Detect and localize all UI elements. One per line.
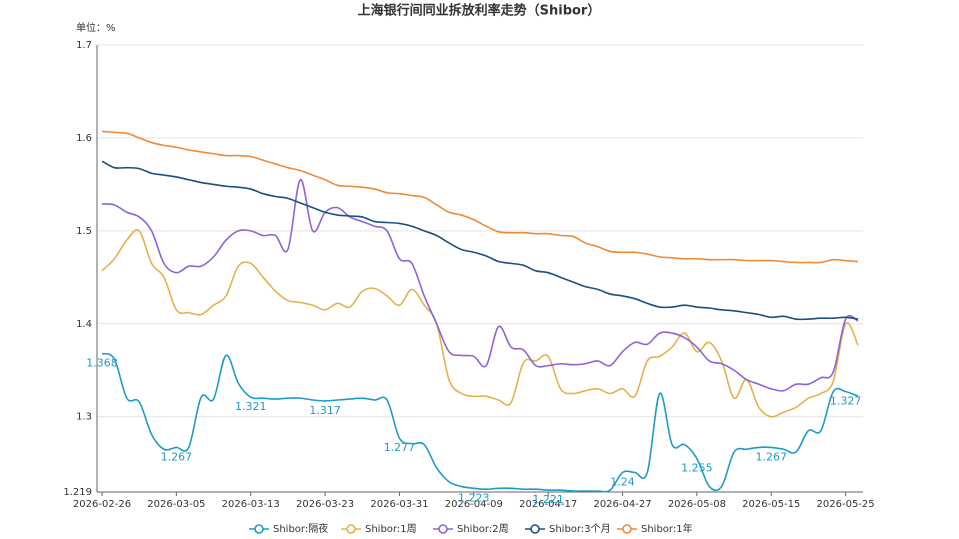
x-tick-label: 2026-04-09 xyxy=(445,499,503,510)
series-line xyxy=(101,352,859,493)
x-tick-label: 2026-03-23 xyxy=(296,499,354,510)
chart-title: 上海银行间同业拆放利率走势（Shibor） xyxy=(358,3,601,19)
y-tick-label: 1.5 xyxy=(76,226,92,237)
y-tick-label: 1.7 xyxy=(76,40,92,51)
value-label: 1.321 xyxy=(235,400,267,413)
y-tick-label: 1.219 xyxy=(63,487,92,498)
legend-swatch xyxy=(622,524,632,534)
legend-label: Shibor:隔夜 xyxy=(273,522,328,535)
value-label: 1.24 xyxy=(610,475,635,488)
y-tick-label: 1.6 xyxy=(76,133,92,144)
legend-swatch xyxy=(530,524,540,534)
x-tick-label: 2026-05-15 xyxy=(742,499,800,510)
legend-label: Shibor:2周 xyxy=(457,523,509,535)
y-tick-label: 1.4 xyxy=(76,319,92,330)
series-line xyxy=(101,130,859,264)
value-label: 1.267 xyxy=(161,450,193,463)
legend-label: Shibor:3个月 xyxy=(549,523,611,535)
value-label: 1.277 xyxy=(384,441,416,454)
value-label: 1.221 xyxy=(532,493,564,506)
legend-label: Shibor:1周 xyxy=(365,523,417,535)
x-tick-label: 2026-05-25 xyxy=(817,499,875,510)
x-tick-label: 2026-04-17 xyxy=(519,499,577,510)
series-line xyxy=(101,178,859,392)
value-label: 1.267 xyxy=(755,450,787,463)
y-tick-label: 1.3 xyxy=(76,412,92,423)
series-line xyxy=(101,229,859,418)
value-label: 1.368 xyxy=(86,357,118,370)
y-axis-label: 单位：% xyxy=(76,21,116,34)
legend-swatch xyxy=(254,524,264,534)
value-label: 1.327 xyxy=(830,395,862,408)
series-line xyxy=(101,160,859,321)
x-tick-label: 2026-04-27 xyxy=(593,499,651,510)
legend-swatch xyxy=(438,524,448,534)
value-label: 1.317 xyxy=(309,404,341,417)
value-label: 1.255 xyxy=(681,462,713,475)
legend-label: Shibor:1年 xyxy=(641,522,693,535)
legend-swatch xyxy=(346,524,356,534)
x-tick-label: 2026-03-05 xyxy=(147,499,205,510)
x-tick-label: 2026-03-31 xyxy=(370,499,428,510)
value-label: 1.223 xyxy=(458,491,490,504)
x-tick-label: 2026-05-08 xyxy=(668,499,726,510)
x-tick-label: 2026-03-13 xyxy=(222,499,280,510)
x-tick-label: 2026-02-26 xyxy=(73,499,131,510)
